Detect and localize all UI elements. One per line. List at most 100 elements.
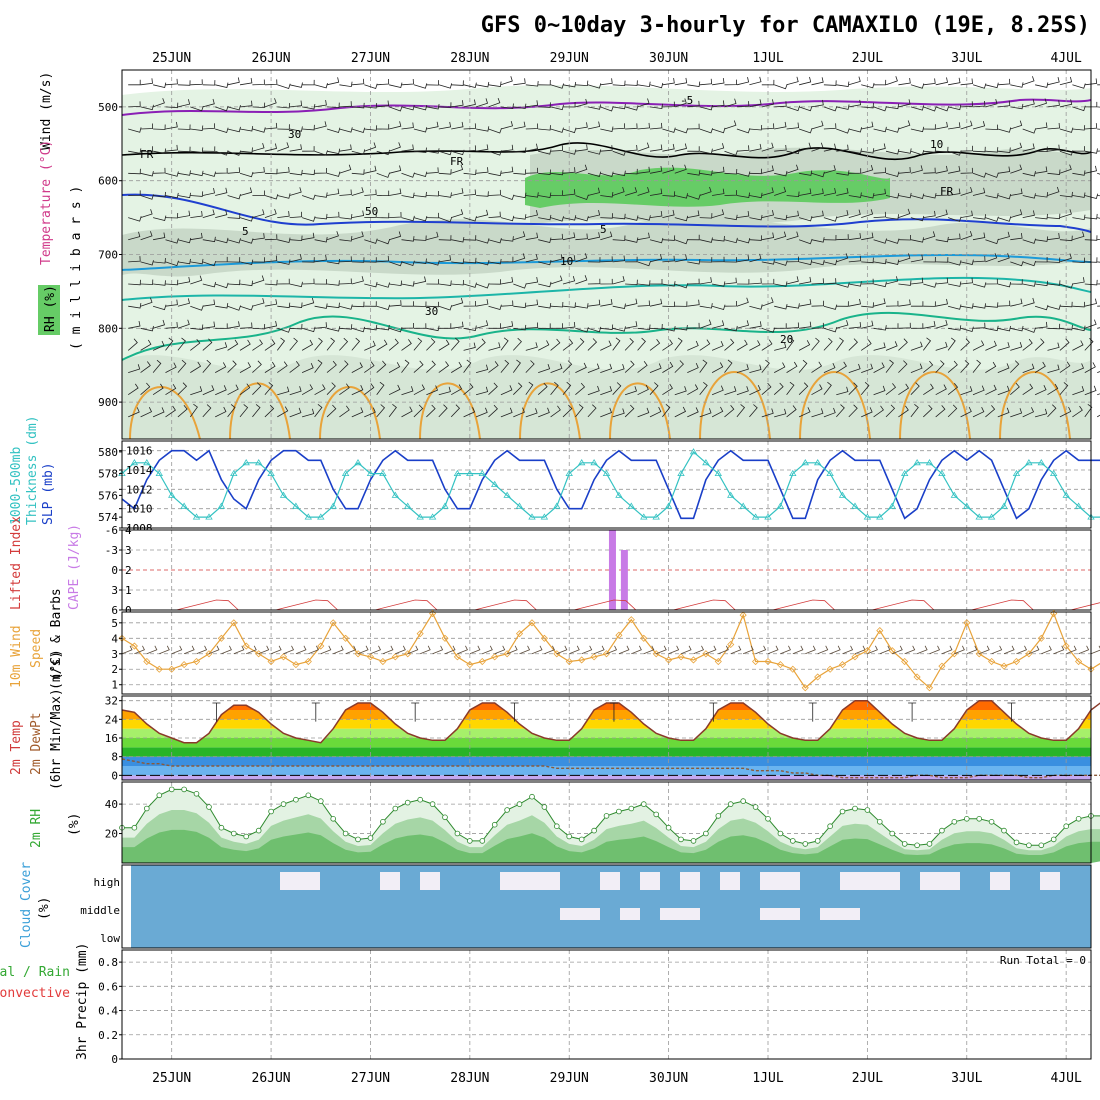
wind-barb bbox=[128, 101, 141, 108]
wind-barb bbox=[997, 300, 1011, 307]
wind-barb bbox=[699, 213, 713, 219]
wind-barb bbox=[786, 210, 799, 218]
thickness-point bbox=[664, 502, 673, 509]
wind-barb bbox=[948, 165, 961, 174]
wind-barb bbox=[450, 337, 460, 351]
rh-label-10: 10 bbox=[930, 138, 943, 151]
wind-barb bbox=[364, 83, 378, 90]
temp-band bbox=[122, 719, 1091, 729]
wind-barb bbox=[451, 209, 464, 218]
wind-barb bbox=[898, 280, 912, 286]
wind-barb bbox=[997, 78, 1011, 86]
wind10-point bbox=[838, 661, 847, 669]
wind-barb bbox=[215, 82, 229, 88]
wind-barb bbox=[264, 168, 278, 175]
wind-barb bbox=[513, 192, 527, 199]
wind-barb bbox=[736, 279, 750, 285]
temp-band bbox=[122, 747, 1091, 757]
wind10-point bbox=[168, 665, 176, 673]
wind-barb bbox=[314, 100, 327, 108]
cloud-high-gap bbox=[1040, 872, 1060, 890]
rh-point bbox=[939, 827, 945, 834]
wind-barb bbox=[624, 338, 634, 351]
thickness-point bbox=[838, 491, 847, 498]
thickness-point bbox=[230, 469, 238, 476]
wind-barb bbox=[1022, 76, 1035, 86]
wind-barb bbox=[786, 231, 799, 241]
wind-barb bbox=[836, 234, 849, 241]
wind-barb bbox=[413, 235, 427, 241]
wind-barb bbox=[264, 143, 277, 152]
wind-barb bbox=[128, 303, 142, 309]
wind-barb bbox=[799, 321, 812, 329]
wind-barb bbox=[724, 214, 738, 221]
wind-barb bbox=[799, 276, 812, 285]
wind-barb bbox=[624, 187, 638, 196]
wind-barb bbox=[476, 126, 490, 132]
wind-barb bbox=[525, 167, 539, 174]
rh-point bbox=[963, 815, 970, 822]
wind-barb bbox=[140, 104, 154, 111]
wind-barb bbox=[227, 279, 241, 286]
wind-barb bbox=[662, 191, 676, 197]
wind-barb bbox=[1084, 165, 1097, 174]
thickness-point bbox=[987, 513, 996, 520]
thickness-point bbox=[776, 502, 785, 509]
wind-barb bbox=[575, 98, 588, 108]
cloud-mid-gap bbox=[760, 908, 800, 920]
wind-barb bbox=[562, 360, 573, 373]
wind-barb bbox=[550, 275, 563, 285]
wind-barb bbox=[277, 142, 290, 152]
wind-barb bbox=[848, 321, 862, 329]
thickness-point bbox=[379, 469, 387, 476]
wind-barb bbox=[625, 279, 638, 286]
temp-band bbox=[122, 698, 1091, 710]
tick-label: 20 bbox=[105, 828, 118, 841]
wind-barb bbox=[774, 186, 787, 196]
wind-barb bbox=[339, 337, 349, 351]
wind-barb bbox=[860, 381, 870, 395]
wind-barb bbox=[202, 260, 217, 267]
wind-barb bbox=[662, 78, 675, 86]
wind-barb bbox=[600, 106, 614, 112]
wind-barb bbox=[202, 236, 216, 243]
wind-barb bbox=[364, 212, 377, 218]
wind-barb bbox=[239, 305, 254, 311]
iso-label-10: 10 bbox=[560, 255, 573, 268]
tick-label: 700 bbox=[98, 249, 118, 262]
tick-label: 600 bbox=[98, 175, 118, 188]
wind-barb bbox=[177, 99, 191, 108]
wind-barb bbox=[376, 100, 390, 108]
tick-label: 2 bbox=[111, 663, 118, 676]
wind-barb bbox=[600, 256, 613, 263]
wind-barb bbox=[774, 362, 786, 373]
wind-barb bbox=[128, 407, 140, 418]
wind-barb bbox=[575, 233, 588, 241]
wind10-point bbox=[329, 619, 337, 627]
wind-barb bbox=[513, 337, 522, 351]
wind-barb bbox=[301, 363, 314, 373]
wind-barb bbox=[451, 188, 464, 196]
wind10-point bbox=[429, 609, 437, 618]
wind-barb bbox=[1010, 382, 1020, 396]
tick-label: 5 bbox=[111, 617, 118, 630]
wind10-barb bbox=[618, 645, 630, 655]
wind10-point bbox=[391, 653, 399, 661]
wind-barb bbox=[861, 164, 874, 174]
wind-barb bbox=[525, 381, 534, 395]
wind-barb bbox=[389, 82, 403, 88]
cloud-level-high: high bbox=[94, 876, 121, 889]
wind-barb bbox=[674, 325, 688, 331]
wind-barb bbox=[1059, 406, 1072, 418]
wind10-barb bbox=[221, 645, 232, 655]
wind-barb bbox=[165, 121, 178, 130]
wind-barb bbox=[1010, 360, 1020, 373]
thickness-point bbox=[1074, 502, 1083, 509]
wind-barb bbox=[413, 301, 427, 307]
cloud-ylabel-a: Cloud Cover bbox=[19, 862, 34, 948]
wind-barb bbox=[811, 278, 824, 285]
temp-band bbox=[122, 766, 1091, 776]
wind-barb bbox=[239, 100, 253, 108]
